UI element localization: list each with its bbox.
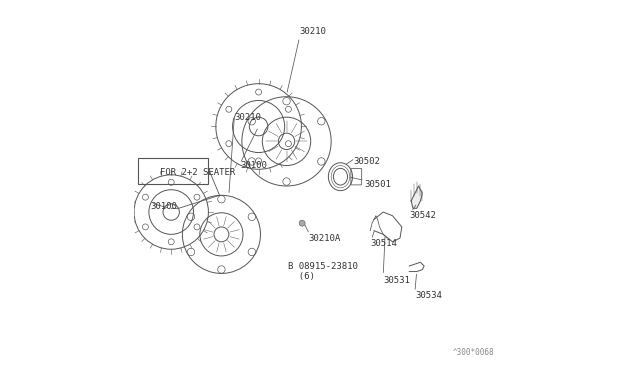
Text: 30534: 30534 [415, 291, 442, 300]
Text: B 08915-23810
  (6): B 08915-23810 (6) [289, 262, 358, 281]
Text: 30210: 30210 [234, 113, 261, 122]
Text: 30100: 30100 [240, 161, 267, 170]
Text: 30531: 30531 [383, 276, 410, 285]
Text: 30542: 30542 [410, 211, 436, 220]
Text: 30100: 30100 [151, 202, 178, 211]
Text: 30502: 30502 [353, 157, 380, 166]
Circle shape [299, 220, 305, 226]
Text: 30210: 30210 [300, 27, 326, 36]
Text: 30210A: 30210A [309, 234, 341, 243]
Text: 30501: 30501 [365, 180, 392, 189]
Text: 30514: 30514 [370, 239, 397, 248]
Text: FOR 2+2 SEATER: FOR 2+2 SEATER [160, 169, 236, 177]
Polygon shape [411, 186, 422, 208]
Text: ^300*0068: ^300*0068 [453, 348, 495, 357]
